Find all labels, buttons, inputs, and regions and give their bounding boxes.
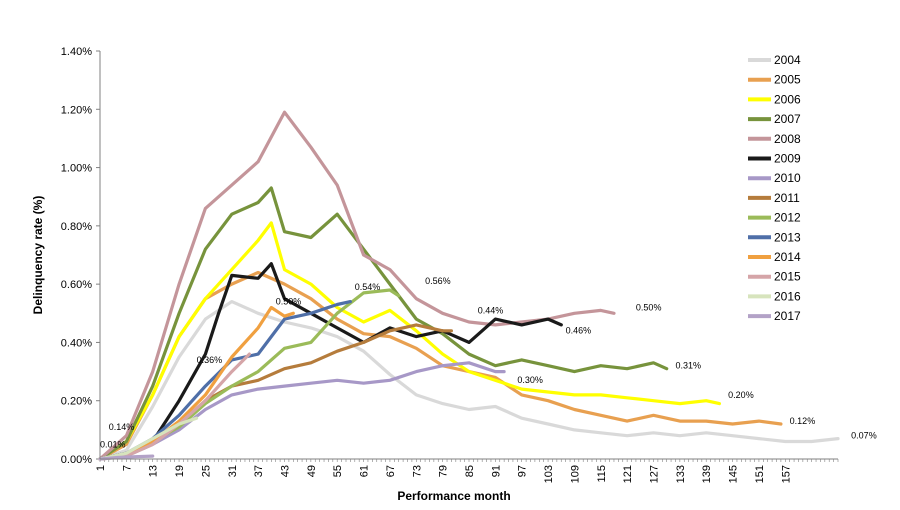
y-tick-label: 0.80%	[61, 221, 92, 233]
legend-label: 2010	[774, 171, 801, 185]
y-tick-label: 0.00%	[61, 454, 92, 466]
x-tick-label: 157	[780, 465, 792, 483]
x-tick-label: 79	[438, 465, 450, 477]
data-label: 0.07%	[851, 431, 877, 441]
legend-label: 2004	[774, 53, 801, 67]
legend-label: 2015	[774, 270, 801, 284]
series-line-2007	[98, 186, 669, 461]
data-label: 0.12%	[790, 416, 816, 426]
legend-label: 2006	[774, 92, 801, 106]
x-tick-label: 139	[701, 465, 713, 483]
x-tick-label: 31	[227, 465, 239, 477]
data-label: 0.54%	[355, 282, 381, 292]
legend-label: 2008	[774, 132, 801, 146]
x-tick-label: 121	[622, 465, 634, 483]
legend-label: 2005	[774, 73, 801, 87]
x-tick-label: 1	[95, 465, 107, 471]
x-tick-label: 37	[253, 465, 265, 477]
series-line-2004	[98, 300, 840, 461]
x-tick-label: 73	[411, 465, 423, 477]
series-line-2017	[98, 454, 155, 461]
legend-label: 2013	[774, 230, 801, 244]
y-tick-label: 1.00%	[61, 163, 92, 175]
data-label: 0.30%	[517, 375, 543, 385]
data-label: 0.46%	[566, 326, 592, 336]
x-tick-label: 61	[359, 465, 371, 477]
series-line-2006	[98, 221, 722, 461]
data-label: 0.20%	[728, 390, 754, 400]
x-tick-label: 49	[306, 465, 318, 477]
x-tick-label: 115	[596, 465, 608, 483]
legend-label: 2014	[774, 250, 801, 264]
x-tick-label: 13	[148, 465, 160, 477]
y-tick-label: 0.20%	[61, 396, 92, 408]
y-tick-label: 1.40%	[61, 46, 92, 58]
data-annotations: 0.01% 0.14% 0.36% 0.50% 0.54% 0.56% 0.44% 0.50%…	[100, 276, 877, 449]
legend: 2004 2005 2006 2007 2008 2009 2010 2011 2012 2013…	[748, 53, 801, 323]
x-tick-label: 91	[490, 465, 502, 477]
legend-label: 2007	[774, 112, 801, 126]
data-label: 0.50%	[636, 302, 662, 312]
data-label: 0.44%	[478, 305, 504, 315]
data-label: 0.56%	[425, 276, 451, 286]
x-tick-label: 85	[464, 465, 476, 477]
legend-label: 2012	[774, 211, 801, 225]
data-label: 0.01%	[100, 439, 126, 449]
x-tick-label: 127	[649, 465, 661, 483]
x-axis-title: Performance month	[397, 489, 510, 503]
legend-label: 2016	[774, 289, 801, 303]
legend-label: 2009	[774, 152, 801, 166]
x-tick-label: 109	[569, 465, 581, 483]
series-lines	[98, 110, 840, 461]
x-tick-label: 19	[174, 465, 186, 477]
y-axis-title: Delinquency rate (%)	[31, 196, 45, 315]
legend-label: 2011	[774, 191, 800, 205]
series-line-2016	[98, 416, 199, 461]
x-tick-label: 67	[385, 465, 397, 477]
x-tick-label: 151	[754, 465, 766, 483]
y-tick-label: 1.20%	[61, 104, 92, 116]
x-tick-label: 43	[280, 465, 292, 477]
data-label: 0.50%	[276, 297, 302, 307]
x-tick-label: 7	[121, 465, 133, 471]
x-axis-ticks: 1 7 13 19 25 31 37 43 49 55 61 67 73 79 85 91 97 103 109 11…	[95, 459, 839, 483]
x-tick-label: 133	[675, 465, 687, 483]
y-tick-label: 0.60%	[61, 279, 92, 291]
x-tick-label: 145	[728, 465, 740, 483]
y-axis-ticks: 0.00% 0.20% 0.40% 0.60% 0.80% 1.00% 1.20% 1.40%	[61, 46, 100, 466]
data-label: 0.36%	[197, 355, 223, 365]
data-label: 0.14%	[109, 422, 135, 432]
y-tick-label: 0.40%	[61, 337, 92, 349]
x-tick-label: 103	[543, 465, 555, 483]
x-tick-label: 25	[200, 465, 212, 477]
series-line-2010	[98, 361, 506, 461]
x-tick-label: 55	[332, 465, 344, 477]
legend-label: 2017	[774, 309, 801, 323]
data-label: 0.31%	[675, 361, 701, 371]
x-tick-label: 97	[517, 465, 529, 477]
